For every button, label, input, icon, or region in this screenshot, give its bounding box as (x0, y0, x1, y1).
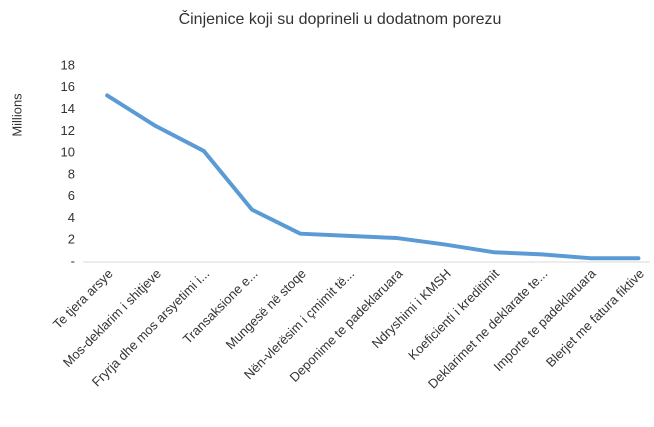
y-tick-label: - (71, 253, 75, 268)
line-series (105, 93, 641, 261)
y-tick-label: 12 (61, 123, 75, 138)
chart-title: Činjenice koji su doprineli u dodatnom p… (179, 9, 502, 28)
x-tick-label: Koeficienti i kreditimit (405, 266, 502, 363)
y-tick-label: 8 (68, 166, 75, 181)
y-tick-label: 16 (61, 79, 75, 94)
y-tick-label: 10 (61, 145, 75, 160)
y-axis-label: Millions (9, 93, 24, 137)
y-tick-label: 2 (68, 232, 75, 247)
y-tick-label: 18 (61, 57, 75, 72)
x-tick-label: Blerjet me fatura fiktive (543, 266, 647, 370)
y-tick-label: 6 (68, 188, 75, 203)
x-tick-label: Mungesë në stoqe (223, 266, 309, 352)
y-tick-label: 4 (68, 210, 75, 225)
y-tick-label: 14 (61, 101, 75, 116)
